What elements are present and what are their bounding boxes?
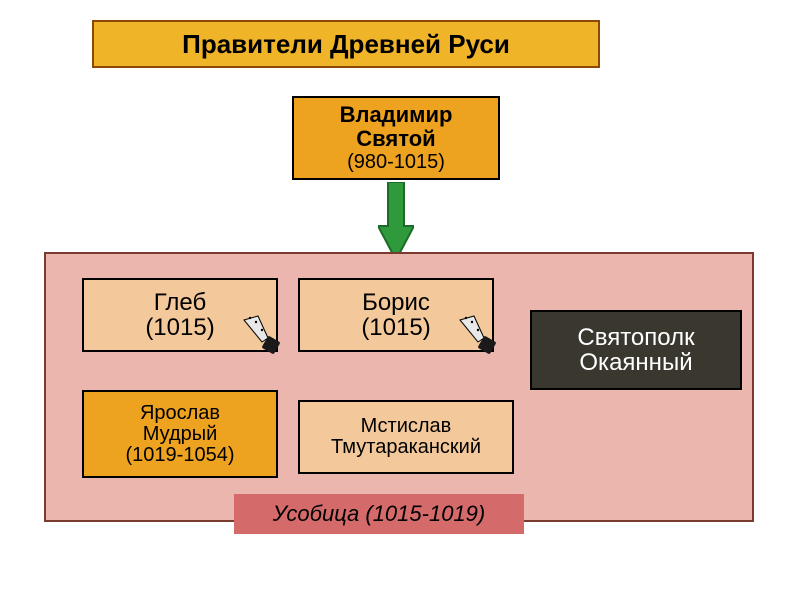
yaroslav-years: (1019-1054) — [126, 445, 235, 466]
mstislav-line2: Тмутараканский — [331, 437, 481, 458]
node-yaroslav: Ярослав Мудрый (1019-1054) — [82, 390, 278, 478]
yaroslav-line1: Ярослав — [140, 403, 220, 424]
page-title-box: Правители Древней Руси — [92, 20, 600, 68]
node-mstislav: Мстислав Тмутараканский — [298, 400, 514, 474]
footer-text: Усобица (1015-1019) — [273, 501, 485, 527]
boris-years: (1015) — [361, 315, 430, 340]
knife-icon — [238, 312, 282, 356]
footer-usobitsa: Усобица (1015-1019) — [234, 494, 524, 534]
node-svyatopolk: Святополк Окаянный — [530, 310, 742, 390]
gleb-years: (1015) — [145, 315, 214, 340]
gleb-name: Глеб — [154, 290, 206, 315]
svyatopolk-line2: Окаянный — [579, 350, 692, 375]
mstislav-line1: Мстислав — [361, 416, 452, 437]
root-node-vladimir: Владимир Святой (980-1015) — [292, 96, 500, 180]
knife-icon — [454, 312, 498, 356]
svyatopolk-line1: Святополк — [577, 325, 694, 350]
root-name: Владимир Святой — [340, 103, 453, 151]
arrow-down-icon — [378, 182, 414, 260]
yaroslav-line2: Мудрый — [143, 424, 218, 445]
root-years: (980-1015) — [347, 151, 445, 173]
boris-name: Борис — [362, 290, 430, 315]
page-title: Правители Древней Руси — [182, 29, 510, 60]
